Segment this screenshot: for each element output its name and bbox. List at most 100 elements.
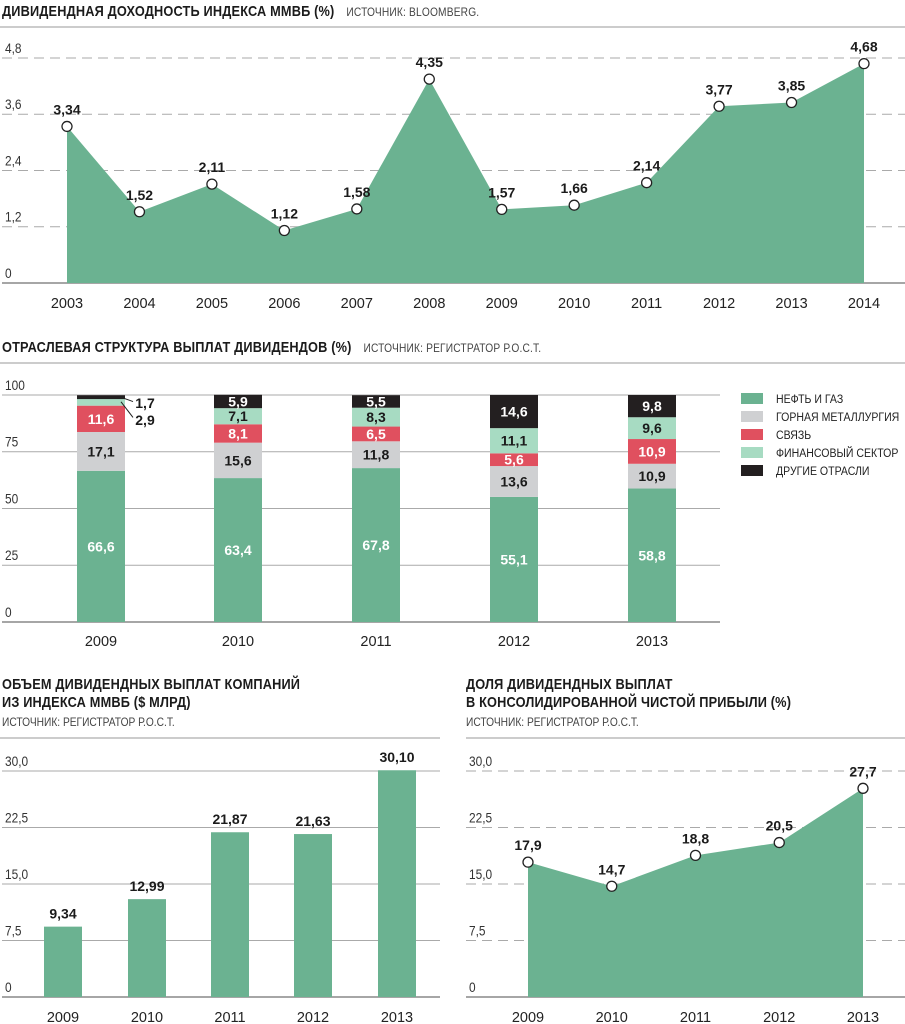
legend-swatch [741, 393, 763, 404]
chart4-x-label: 2010 [596, 1010, 628, 1024]
legend-label: ФИНАНСОВЫЙ СЕКТОР [776, 446, 898, 460]
chart1-point [496, 203, 508, 216]
chart1-x-label: 2010 [558, 296, 590, 312]
chart2-leader-line [120, 401, 134, 418]
chart1-value-label: 1,66 [561, 180, 588, 196]
chart3-value-label: 21,87 [212, 811, 247, 827]
chart4-point [522, 856, 534, 868]
divider [0, 737, 440, 739]
chart1-ytick-label: 3,6 [5, 96, 22, 112]
chart2-leader-line [120, 396, 134, 403]
chart1-x-label: 2006 [268, 296, 300, 312]
chart2-bar-segment [628, 488, 676, 622]
chart2-segment-label: 10,9 [638, 468, 665, 484]
chart1-value-label: 4,68 [850, 39, 877, 55]
chart4-ytick-label: 0 [469, 979, 476, 995]
chart2-ytick-label: 100 [5, 377, 25, 393]
chart2-segment-label: 66,6 [87, 538, 114, 554]
chart2-bar-segment [77, 395, 125, 400]
chart1-area [67, 63, 864, 283]
chart4-value-label: 27,7 [849, 763, 876, 779]
chart4-point [606, 880, 618, 892]
chart4-point [773, 836, 785, 849]
chart1-point [423, 73, 435, 85]
chart2-bar-segment [628, 395, 676, 418]
chart1-point [278, 224, 291, 237]
chart1-ytick-label: 1,2 [5, 209, 22, 225]
chart1-point [61, 120, 73, 133]
chart1-point [713, 100, 725, 112]
chart1-x-label: 2012 [703, 296, 735, 312]
chart3-title-line: ОБЪЕМ ДИВИДЕНДНЫХ ВЫПЛАТ КОМПАНИЙ [2, 676, 301, 693]
chart1-title-text: ДИВИДЕНДНАЯ ДОХОДНОСТЬ ИНДЕКСА ММВБ (%) [2, 3, 335, 20]
chart2-segment-label: 8,1 [228, 425, 248, 441]
chart2-segment-label: 5,9 [228, 393, 248, 409]
legend-label: ГОРНАЯ МЕТАЛЛУРГИЯ [776, 411, 899, 424]
chart1-source: ИСТОЧНИК: BLOOMBERG. [346, 5, 480, 19]
chart1-value-label: 1,58 [343, 184, 370, 200]
chart1-value-label: 2,11 [199, 159, 226, 175]
chart4-value-label: 14,7 [598, 861, 625, 877]
chart1-point [858, 57, 870, 70]
chart2-title: ОТРАСЛЕВАЯ СТРУКТУРА ВЫПЛАТ ДИВИДЕНДОВ (… [2, 339, 541, 357]
chart3-x-label: 2013 [381, 1010, 413, 1024]
chart1-x-label: 2004 [123, 296, 155, 312]
chart2-bar-segment [77, 432, 125, 471]
chart3-x-label: 2009 [47, 1010, 79, 1024]
chart2-x-label: 2009 [85, 634, 117, 650]
chart1-ytick-label: 2,4 [5, 153, 22, 169]
chart2-bar-segment [352, 426, 400, 442]
chart2-segment-label: 9,8 [642, 398, 662, 414]
chart3-x-label: 2010 [131, 1010, 163, 1024]
chart2-bar-segment [352, 468, 400, 622]
chart4-x-label: 2011 [680, 1010, 711, 1024]
chart3-bar [44, 926, 82, 997]
chart1-title: ДИВИДЕНДНАЯ ДОХОДНОСТЬ ИНДЕКСА ММВБ (%) И… [2, 3, 479, 21]
chart2-bar-segment [352, 441, 400, 469]
legend-swatch [741, 447, 763, 458]
chart4-point [857, 782, 869, 794]
chart2-segment-label: 10,9 [638, 443, 665, 459]
chart3-title-line: ИЗ ИНДЕКСА ММВБ ($ МЛРД) [2, 694, 191, 711]
divider [0, 362, 905, 364]
chart2-bar-segment [214, 424, 262, 443]
chart4-ytick-label: 7,5 [469, 923, 486, 939]
chart2-x-label: 2010 [222, 634, 254, 650]
chart1-x-label: 2003 [51, 296, 83, 312]
chart3-x-label: 2012 [297, 1010, 329, 1024]
legend-label: СВЯЗЬ [776, 429, 811, 442]
chart2-x-label: 2013 [636, 634, 668, 650]
chart1-ytick-label: 0 [5, 265, 12, 281]
chart3-value-label: 21,63 [295, 813, 330, 829]
chart1-value-label: 1,52 [126, 187, 153, 203]
chart2-segment-label: 15,6 [224, 452, 251, 468]
chart4-point [689, 849, 702, 862]
chart1-x-label: 2014 [848, 296, 880, 312]
chart2-bar-segment [490, 496, 538, 622]
legend-label: НЕФТЬ И ГАЗ [776, 393, 843, 406]
chart1-point [568, 199, 580, 211]
chart2-segment-label: 17,1 [87, 443, 114, 459]
chart4-area [528, 788, 863, 997]
chart4-ytick-label: 15,0 [469, 866, 492, 882]
chart4-x-label: 2013 [847, 1010, 879, 1024]
chart1-x-label: 2013 [775, 296, 807, 312]
chart2-bar-segment [490, 428, 538, 454]
chart2-segment-label: 58,8 [638, 547, 665, 563]
chart2-bar-segment [628, 463, 676, 489]
chart2-segment-label: 7,1 [228, 408, 248, 424]
chart2-segment-label: 63,4 [224, 542, 251, 558]
chart1-x-label: 2009 [486, 296, 518, 312]
chart1-value-label: 3,77 [705, 81, 732, 97]
chart3-ytick-label: 30,0 [5, 753, 28, 769]
chart2-x-label: 2012 [498, 634, 530, 650]
chart2-ytick-label: 0 [5, 604, 12, 620]
chart1-value-label: 3,34 [53, 101, 80, 117]
chart3-value-label: 30,10 [379, 749, 414, 765]
chart2-bar-segment [490, 466, 538, 497]
chart1-point [785, 96, 798, 109]
chart4-title: ДОЛЯ ДИВИДЕНДНЫХ ВЫПЛАТ В КОНСОЛИДИРОВАНН… [466, 676, 791, 712]
chart2-segment-label: 1,7 [135, 395, 155, 411]
chart2-bar-segment [628, 417, 676, 440]
chart2-segment-label: 6,5 [366, 426, 386, 442]
